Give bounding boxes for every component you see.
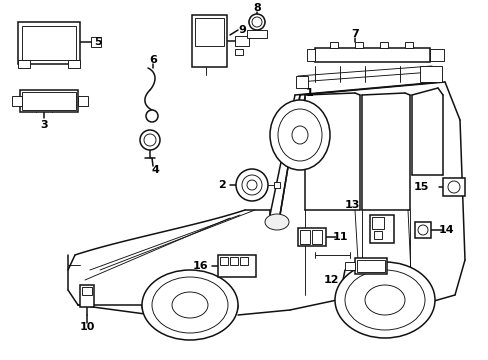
Ellipse shape bbox=[242, 175, 262, 195]
Ellipse shape bbox=[142, 270, 238, 340]
Bar bbox=[314, 48, 429, 62]
Ellipse shape bbox=[143, 134, 156, 146]
Bar bbox=[356, 260, 384, 272]
Text: 11: 11 bbox=[331, 232, 347, 242]
Bar bbox=[419, 66, 441, 82]
Ellipse shape bbox=[246, 180, 257, 190]
Ellipse shape bbox=[334, 262, 434, 338]
Text: 12: 12 bbox=[323, 275, 338, 285]
Bar bbox=[379, 42, 387, 48]
Bar bbox=[192, 15, 226, 67]
Text: 6: 6 bbox=[149, 55, 157, 65]
Text: 10: 10 bbox=[79, 322, 95, 332]
Ellipse shape bbox=[146, 110, 158, 122]
Bar bbox=[414, 222, 430, 238]
Ellipse shape bbox=[236, 169, 267, 201]
Text: 5: 5 bbox=[94, 37, 102, 47]
Ellipse shape bbox=[152, 277, 227, 333]
Bar bbox=[429, 49, 443, 61]
Text: 9: 9 bbox=[238, 25, 245, 35]
Ellipse shape bbox=[251, 17, 262, 27]
Ellipse shape bbox=[172, 292, 207, 318]
Text: 4: 4 bbox=[151, 165, 159, 175]
Ellipse shape bbox=[291, 126, 307, 144]
Text: 8: 8 bbox=[253, 3, 260, 13]
Ellipse shape bbox=[264, 214, 288, 230]
Bar bbox=[295, 76, 307, 88]
Text: 7: 7 bbox=[350, 29, 358, 39]
Bar bbox=[306, 49, 314, 61]
Ellipse shape bbox=[269, 100, 329, 170]
Bar bbox=[91, 37, 101, 47]
Bar bbox=[345, 262, 354, 270]
Bar bbox=[68, 60, 80, 68]
Bar bbox=[354, 258, 386, 274]
Bar bbox=[22, 92, 76, 110]
Bar bbox=[404, 42, 412, 48]
Bar bbox=[240, 257, 247, 265]
Bar bbox=[297, 228, 325, 246]
Text: 13: 13 bbox=[344, 200, 359, 210]
Ellipse shape bbox=[345, 270, 424, 330]
Bar bbox=[235, 49, 243, 55]
Text: 1: 1 bbox=[305, 88, 313, 98]
Bar bbox=[82, 287, 92, 295]
Text: 15: 15 bbox=[412, 182, 428, 192]
Bar bbox=[229, 257, 238, 265]
Ellipse shape bbox=[447, 181, 459, 193]
Bar bbox=[442, 178, 464, 196]
Text: 3: 3 bbox=[40, 120, 48, 130]
Bar bbox=[218, 255, 256, 277]
Bar bbox=[235, 36, 248, 46]
Ellipse shape bbox=[417, 225, 427, 235]
Bar bbox=[273, 182, 280, 188]
Bar bbox=[80, 285, 94, 307]
Bar bbox=[195, 18, 224, 46]
Bar bbox=[78, 96, 88, 106]
Bar bbox=[373, 231, 381, 239]
Text: 16: 16 bbox=[192, 261, 207, 271]
Bar bbox=[299, 230, 309, 244]
Bar bbox=[18, 60, 30, 68]
Bar bbox=[220, 257, 227, 265]
Bar bbox=[311, 230, 321, 244]
Text: 14: 14 bbox=[438, 225, 454, 235]
Bar bbox=[369, 215, 393, 243]
Bar bbox=[329, 42, 337, 48]
Ellipse shape bbox=[140, 130, 160, 150]
Bar bbox=[354, 42, 362, 48]
Bar bbox=[12, 96, 22, 106]
Ellipse shape bbox=[248, 14, 264, 30]
Bar bbox=[371, 217, 383, 229]
Bar bbox=[20, 90, 78, 112]
Bar bbox=[246, 30, 266, 38]
Bar bbox=[18, 22, 80, 64]
Ellipse shape bbox=[278, 109, 321, 161]
Ellipse shape bbox=[364, 285, 404, 315]
Bar bbox=[22, 26, 76, 60]
Text: 2: 2 bbox=[218, 180, 225, 190]
